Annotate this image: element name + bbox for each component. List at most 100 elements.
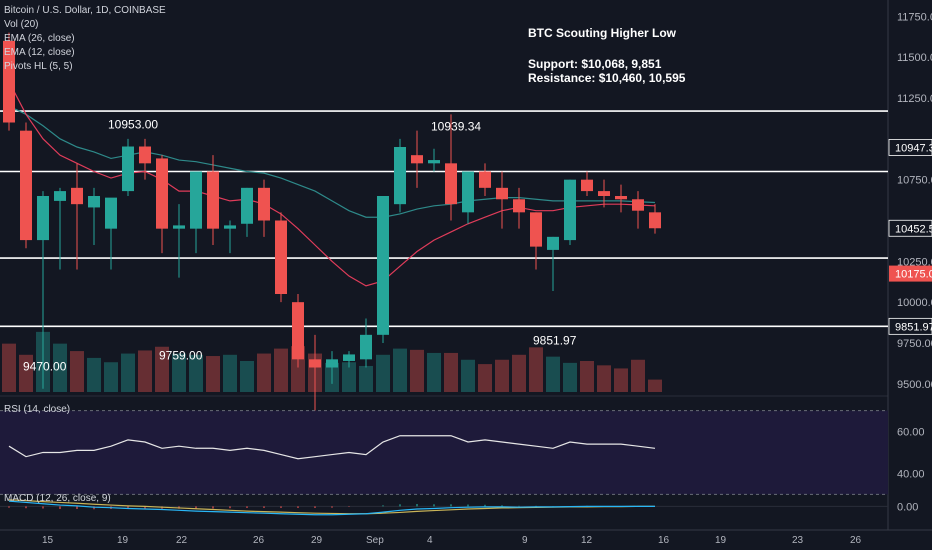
time-tick-label: 26 xyxy=(253,535,265,546)
candle[interactable] xyxy=(581,179,593,192)
indicator-ema-26[interactable]: EMA (26, close) xyxy=(4,33,75,44)
pivot-label: 9851.97 xyxy=(533,333,577,347)
candle[interactable] xyxy=(173,225,185,229)
candle[interactable] xyxy=(275,220,287,295)
note-support: Support: $10,068, 9,851 xyxy=(528,57,662,71)
rsi-band xyxy=(0,410,888,495)
volume-bar xyxy=(410,349,424,392)
candle[interactable] xyxy=(428,160,440,164)
indicator-pivots[interactable]: Pivots HL (5, 5) xyxy=(4,61,73,72)
symbol-title: Bitcoin / U.S. Dollar, 1D, COINBASE xyxy=(4,5,166,16)
candle[interactable] xyxy=(564,179,576,241)
pivot-label: 10939.34 xyxy=(431,120,481,134)
volume-bar xyxy=(648,379,662,392)
time-tick-label: Sep xyxy=(366,535,384,546)
time-tick-label: 23 xyxy=(792,535,804,546)
price-badge xyxy=(889,265,932,282)
time-tick-label: 22 xyxy=(176,535,188,546)
time-tick-label: 9 xyxy=(522,535,528,546)
candle[interactable] xyxy=(224,225,236,229)
volume-bar xyxy=(70,351,84,392)
candle[interactable] xyxy=(292,302,304,360)
macd-line xyxy=(8,500,655,516)
volume-bar xyxy=(104,362,118,392)
price-tick-label: 9500.00 xyxy=(897,379,932,391)
candle[interactable] xyxy=(530,212,542,247)
candle[interactable] xyxy=(615,196,627,200)
volume-bar xyxy=(121,353,135,392)
volume-bar xyxy=(223,354,237,392)
volume-bar xyxy=(189,354,203,392)
volume-bar xyxy=(427,352,441,392)
candle[interactable] xyxy=(54,191,66,201)
rsi-pane-title: RSI (14, close) xyxy=(4,404,71,415)
time-tick-label: 29 xyxy=(311,535,323,546)
candle[interactable] xyxy=(445,163,457,205)
price-badge-label: 10175.0 xyxy=(895,269,932,281)
candle[interactable] xyxy=(20,130,32,241)
volume-bar xyxy=(529,347,543,392)
candle[interactable] xyxy=(3,40,15,123)
indicator-ema-12[interactable]: EMA (12, close) xyxy=(4,47,75,58)
candle[interactable] xyxy=(241,187,253,224)
price-badge-label: 10452.5 xyxy=(895,223,932,235)
candle[interactable] xyxy=(496,187,508,200)
candle[interactable] xyxy=(411,155,423,164)
candle[interactable] xyxy=(343,354,355,361)
volume-bar xyxy=(155,346,169,392)
candle[interactable] xyxy=(360,334,372,360)
candle[interactable] xyxy=(326,359,338,368)
candle[interactable] xyxy=(258,187,270,221)
candle[interactable] xyxy=(309,359,321,368)
volume-bar xyxy=(546,356,560,392)
price-tick-label: 9750.00 xyxy=(897,338,932,350)
volume-bar xyxy=(580,361,594,392)
candle[interactable] xyxy=(598,191,610,196)
volume-bar xyxy=(206,356,220,392)
volume-bar xyxy=(2,343,16,392)
price-badge-label: 9851.97 xyxy=(895,321,932,333)
volume-bar xyxy=(614,368,628,392)
price-badge xyxy=(888,139,932,156)
candle[interactable] xyxy=(122,146,134,192)
volume-bar xyxy=(342,362,356,392)
macd-pane-title: MACD (12, 26, close, 9) xyxy=(4,493,111,504)
price-tick-label: 10250.00 xyxy=(897,256,932,268)
rsi-tick-label: 60.00 xyxy=(897,427,925,439)
macd-tick-label: 0.00 xyxy=(897,501,918,513)
candle[interactable] xyxy=(649,212,661,229)
pivot-label: 10953.00 xyxy=(108,118,158,132)
candle[interactable] xyxy=(37,196,49,241)
volume-bar xyxy=(138,350,152,392)
price-badge xyxy=(888,317,932,335)
candle[interactable] xyxy=(377,196,389,335)
candle[interactable] xyxy=(207,171,219,229)
volume-bar xyxy=(87,357,101,392)
candle[interactable] xyxy=(190,171,202,229)
volume-bar xyxy=(495,359,509,392)
rsi-line xyxy=(8,435,656,460)
volume-bar xyxy=(274,348,288,392)
candle[interactable] xyxy=(479,171,491,188)
ema-26-line xyxy=(8,105,656,218)
volume-bar xyxy=(240,361,254,392)
candle[interactable] xyxy=(88,196,100,208)
note-resistance: Resistance: $10,460, 10,595 xyxy=(528,71,686,85)
candle[interactable] xyxy=(462,171,474,213)
price-tick-label: 11750.00 xyxy=(897,11,932,23)
time-tick-label: 16 xyxy=(658,535,670,546)
candle[interactable] xyxy=(394,147,406,205)
candle[interactable] xyxy=(156,158,168,229)
candle[interactable] xyxy=(105,197,117,229)
candle[interactable] xyxy=(547,236,559,250)
ema-12-line xyxy=(8,81,656,287)
indicator-vol[interactable]: Vol (20) xyxy=(4,19,39,30)
time-tick-label: 26 xyxy=(850,535,862,546)
candle[interactable] xyxy=(71,187,83,205)
volume-bar xyxy=(461,359,475,392)
candle[interactable] xyxy=(139,146,151,164)
candle[interactable] xyxy=(513,199,525,213)
candle[interactable] xyxy=(632,199,644,211)
volume-bar xyxy=(512,354,526,392)
